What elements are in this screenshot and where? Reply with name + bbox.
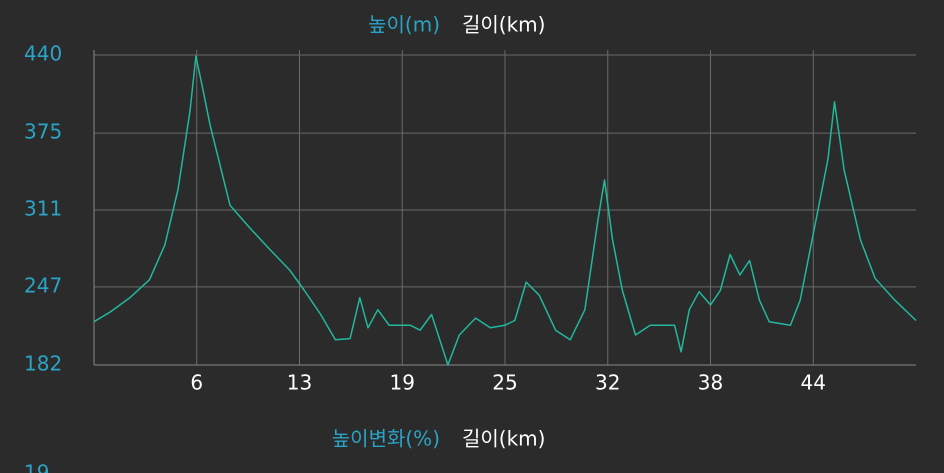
y-axis-label: 높이(m): [368, 13, 440, 37]
y-tick-label: 19: [24, 461, 49, 473]
y-tick-label: 182: [24, 352, 62, 376]
x-tick-label: 6: [190, 371, 203, 395]
x-tick-label: 25: [492, 371, 517, 395]
y-tick-label: 440: [24, 42, 62, 66]
y-tick-label: 311: [24, 197, 62, 221]
x-tick-label: 13: [287, 371, 312, 395]
y-tick-label: 247: [24, 273, 62, 297]
elevation-line: [93, 55, 917, 366]
x-axis-label: 길이(km): [462, 13, 545, 37]
y-axis-label: 높이변화(%): [332, 427, 440, 451]
x-axis-label: 길이(km): [462, 427, 545, 451]
x-tick-label: 32: [595, 371, 620, 395]
x-tick-label: 19: [390, 371, 415, 395]
x-tick-label: 38: [698, 371, 723, 395]
x-tick-label: 44: [801, 371, 826, 395]
y-tick-label: 375: [24, 120, 62, 144]
